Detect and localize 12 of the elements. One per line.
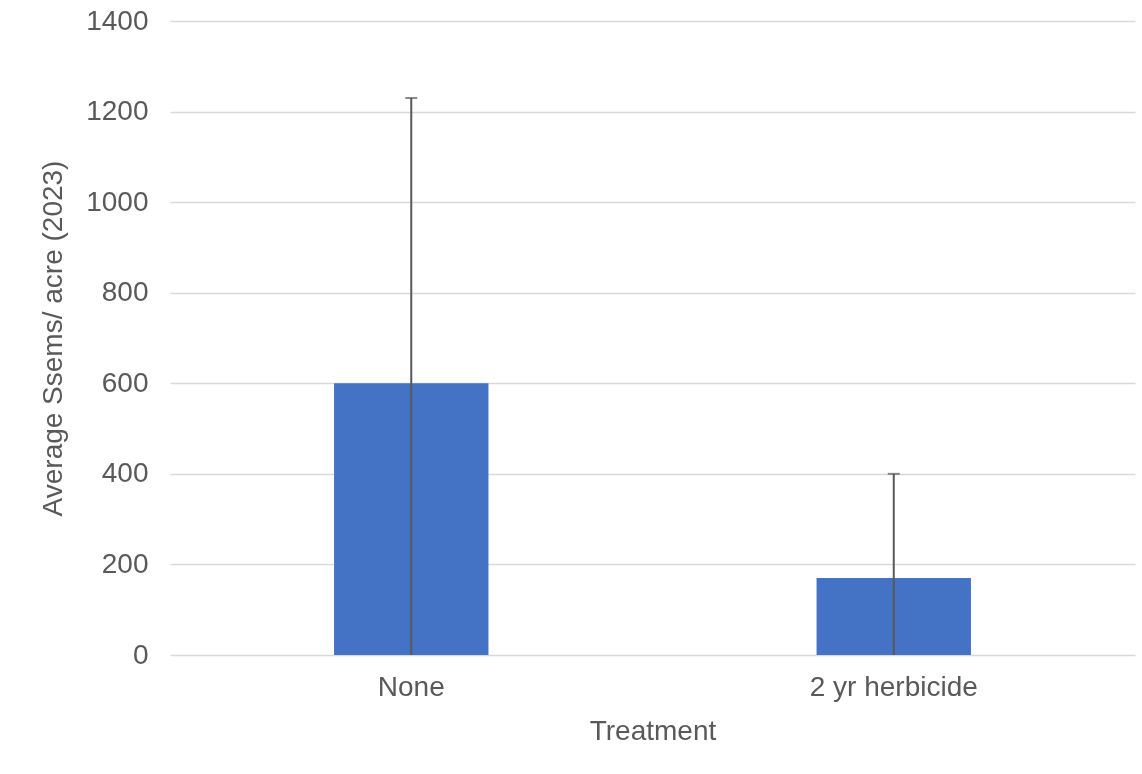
x-tick-label: 2 yr herbicide xyxy=(809,670,978,702)
y-tick-label: 0 xyxy=(132,638,149,670)
y-tick-label: 200 xyxy=(101,547,149,579)
x-tick-label: None xyxy=(377,670,445,702)
y-tick-label: 400 xyxy=(101,457,149,489)
y-axis-title: Average Ssems/ acre (2023) xyxy=(37,160,69,517)
y-tick-label: 800 xyxy=(101,276,149,308)
y-tick-label: 600 xyxy=(101,366,149,398)
y-tick-label: 1000 xyxy=(86,185,149,217)
y-tick-label: 1200 xyxy=(86,95,149,127)
x-axis-title: Treatment xyxy=(589,714,717,746)
y-tick-label: 1400 xyxy=(86,4,149,36)
